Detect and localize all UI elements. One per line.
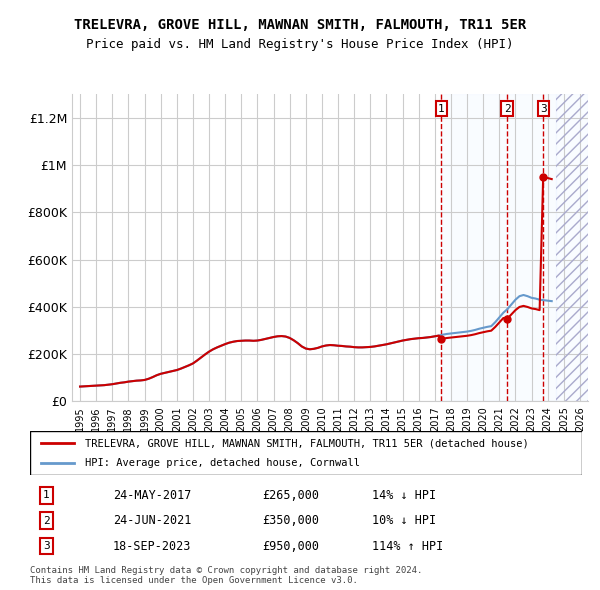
- Text: 14% ↓ HPI: 14% ↓ HPI: [372, 489, 436, 502]
- Text: £350,000: £350,000: [262, 514, 319, 527]
- Text: 1: 1: [438, 104, 445, 114]
- Bar: [556, 94, 588, 401]
- Text: Price paid vs. HM Land Registry's House Price Index (HPI): Price paid vs. HM Land Registry's House …: [86, 38, 514, 51]
- Text: HPI: Average price, detached house, Cornwall: HPI: Average price, detached house, Corn…: [85, 458, 360, 467]
- Point: [436, 334, 446, 343]
- Text: 24-MAY-2017: 24-MAY-2017: [113, 489, 191, 502]
- FancyBboxPatch shape: [30, 431, 582, 475]
- Text: 114% ↑ HPI: 114% ↑ HPI: [372, 540, 443, 553]
- Text: 2: 2: [43, 516, 50, 526]
- Text: £950,000: £950,000: [262, 540, 319, 553]
- Text: £265,000: £265,000: [262, 489, 319, 502]
- Text: 10% ↓ HPI: 10% ↓ HPI: [372, 514, 436, 527]
- Text: 1: 1: [43, 490, 50, 500]
- Text: 2: 2: [503, 104, 511, 114]
- Text: 3: 3: [43, 541, 50, 551]
- Text: TRELEVRA, GROVE HILL, MAWNAN SMITH, FALMOUTH, TR11 5ER (detached house): TRELEVRA, GROVE HILL, MAWNAN SMITH, FALM…: [85, 438, 529, 448]
- Point: [502, 314, 512, 323]
- Bar: [441, 94, 556, 401]
- Text: This data is licensed under the Open Government Licence v3.0.: This data is licensed under the Open Gov…: [30, 576, 358, 585]
- Bar: [556, 94, 588, 401]
- Text: Contains HM Land Registry data © Crown copyright and database right 2024.: Contains HM Land Registry data © Crown c…: [30, 566, 422, 575]
- Text: TRELEVRA, GROVE HILL, MAWNAN SMITH, FALMOUTH, TR11 5ER: TRELEVRA, GROVE HILL, MAWNAN SMITH, FALM…: [74, 18, 526, 32]
- Point: [538, 172, 548, 182]
- Text: 18-SEP-2023: 18-SEP-2023: [113, 540, 191, 553]
- Text: 3: 3: [540, 104, 547, 114]
- Text: 24-JUN-2021: 24-JUN-2021: [113, 514, 191, 527]
